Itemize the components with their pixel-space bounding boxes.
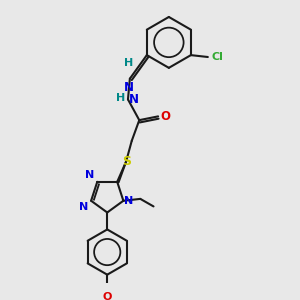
Text: N: N [124,196,134,206]
Text: N: N [79,202,88,212]
Text: H: H [116,94,125,103]
Text: H: H [124,58,134,68]
Text: S: S [122,155,131,168]
Text: O: O [103,292,112,300]
Text: N: N [85,170,94,180]
Text: Cl: Cl [212,52,224,62]
Text: N: N [129,93,139,106]
Text: N: N [124,81,134,94]
Text: O: O [160,110,170,123]
